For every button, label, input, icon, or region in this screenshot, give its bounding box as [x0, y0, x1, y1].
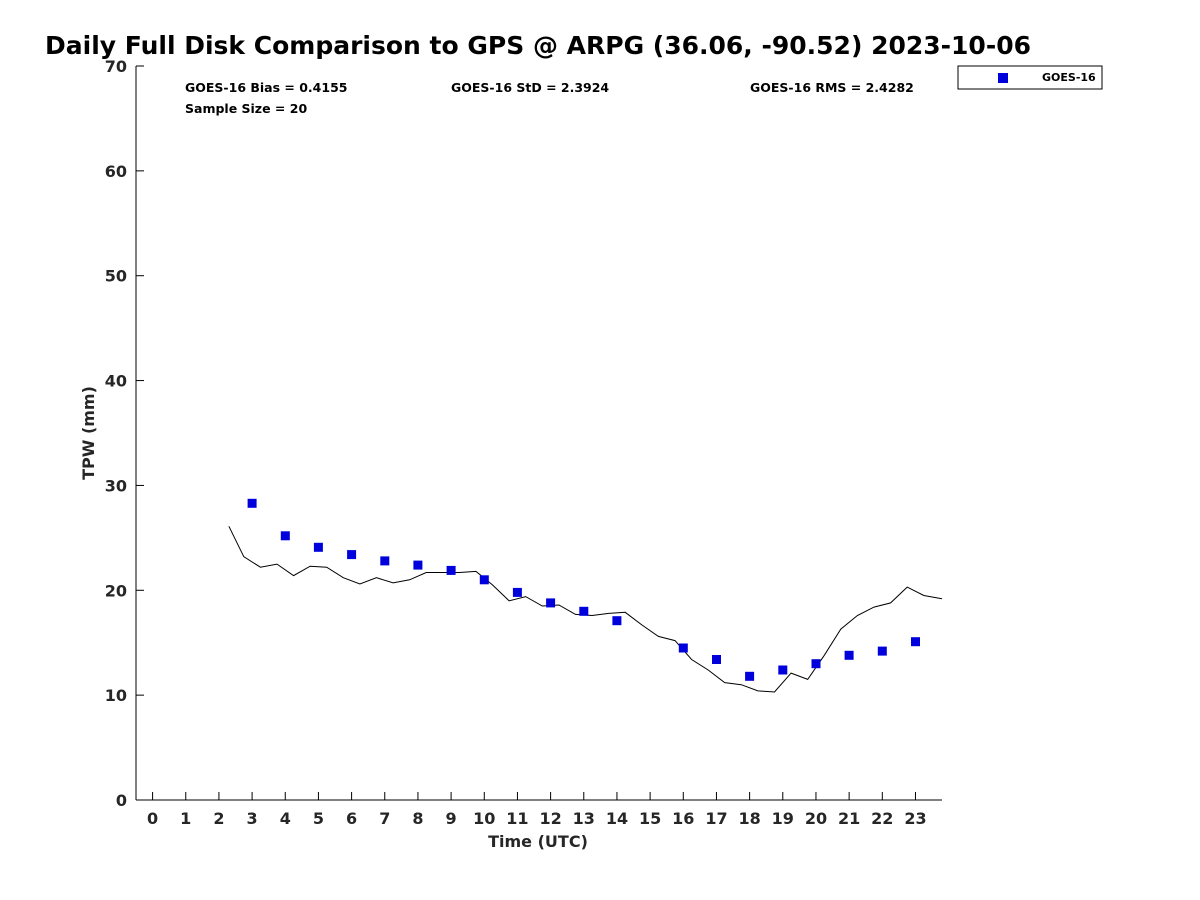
- goes16-points-group: [247, 498, 920, 681]
- x-tick-label: 7: [379, 809, 390, 828]
- x-tick-label: 19: [772, 809, 794, 828]
- x-tick-label: 10: [473, 809, 495, 828]
- legend: GOES-16: [957, 65, 1103, 90]
- x-tick-label: 13: [573, 809, 595, 828]
- y-axis-ticks: 0 10 20 30 40 50 60 70: [105, 57, 144, 810]
- x-axis-label: Time (UTC): [488, 832, 588, 851]
- goes16-point: [844, 650, 854, 660]
- goes16-point: [877, 646, 887, 656]
- goes16-point: [678, 643, 688, 653]
- x-tick-label: 16: [672, 809, 694, 828]
- x-tick-label: 23: [904, 809, 926, 828]
- y-tick-label: 20: [105, 581, 127, 600]
- goes16-point: [712, 655, 721, 664]
- goes16-point: [247, 498, 257, 508]
- goes16-point: [479, 575, 489, 585]
- x-tick-label: 20: [805, 809, 827, 828]
- x-tick-label: 18: [738, 809, 760, 828]
- stat-sample-size: Sample Size = 20: [185, 101, 307, 116]
- x-tick-label: 21: [838, 809, 860, 828]
- x-tick-label: 6: [346, 809, 357, 828]
- goes16-point: [778, 665, 788, 675]
- x-tick-label: 12: [539, 809, 561, 828]
- x-tick-label: 11: [506, 809, 528, 828]
- y-tick-label: 10: [105, 686, 127, 705]
- x-axis-ticks: 0 1 2 3 4 5 6 7 8 9 10 11 12 13 14 15 16 17 18 19 20 21 22 23: [147, 792, 927, 828]
- x-tick-label: 17: [705, 809, 727, 828]
- x-tick-label: 9: [446, 809, 457, 828]
- goes16-point: [811, 659, 821, 669]
- y-axis-label: TPW (mm): [79, 386, 98, 480]
- y-tick-label: 60: [105, 162, 127, 181]
- x-tick-label: 5: [313, 809, 324, 828]
- chart-title: Daily Full Disk Comparison to GPS @ ARPG…: [45, 31, 1031, 60]
- y-tick-label: 30: [105, 476, 127, 495]
- x-tick-label: 0: [147, 809, 158, 828]
- goes16-point: [512, 587, 522, 597]
- goes16-point: [313, 542, 323, 552]
- stat-bias: GOES-16 Bias = 0.4155: [185, 80, 347, 95]
- goes16-point: [579, 606, 589, 616]
- stat-std: GOES-16 StD = 2.3924: [451, 80, 609, 95]
- y-tick-label: 50: [105, 267, 127, 286]
- goes16-point: [546, 598, 556, 608]
- x-tick-label: 1: [180, 809, 191, 828]
- x-tick-label: 22: [871, 809, 893, 828]
- y-tick-label: 70: [105, 57, 127, 76]
- goes16-point: [347, 550, 357, 560]
- x-tick-label: 14: [606, 809, 628, 828]
- goes16-point: [745, 671, 755, 681]
- goes16-point: [911, 637, 920, 647]
- goes16-point: [380, 556, 390, 566]
- goes16-point: [280, 531, 290, 541]
- goes16-point: [413, 560, 423, 570]
- legend-label-goes16: GOES-16: [1042, 71, 1096, 84]
- x-tick-label: 3: [247, 809, 258, 828]
- y-tick-label: 0: [116, 791, 127, 810]
- stat-rms: GOES-16 RMS = 2.4282: [750, 80, 914, 95]
- x-tick-label: 8: [412, 809, 423, 828]
- legend-swatch-goes16: [998, 73, 1008, 83]
- legend-box: [957, 65, 1103, 90]
- x-tick-label: 2: [213, 809, 224, 828]
- x-tick-label: 15: [639, 809, 661, 828]
- y-tick-label: 40: [105, 372, 127, 391]
- goes16-point: [612, 616, 622, 626]
- x-tick-label: 4: [280, 809, 291, 828]
- goes16-point: [446, 565, 456, 575]
